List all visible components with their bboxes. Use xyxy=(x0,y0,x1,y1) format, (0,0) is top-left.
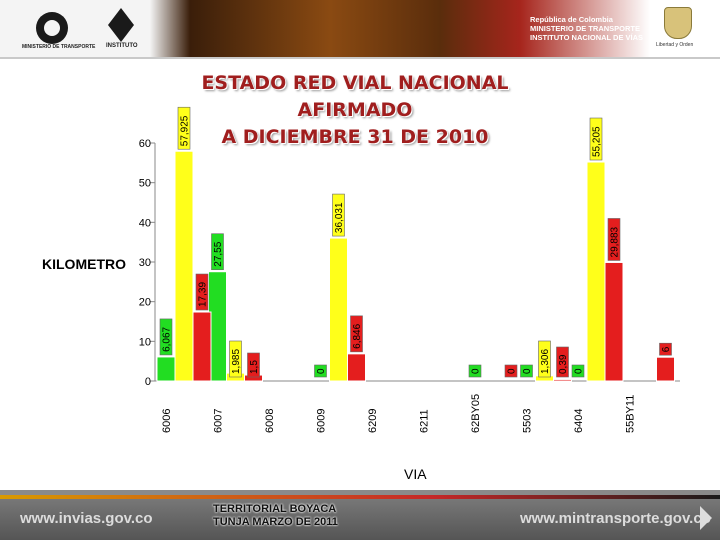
data-label-box-green xyxy=(468,364,482,378)
bar-red-55BY11 xyxy=(656,356,675,382)
x-axis-label: VIA xyxy=(404,466,427,482)
invias-link[interactable]: www.invias.gov.co xyxy=(20,510,153,527)
x-tick-label: 55BY11 xyxy=(625,395,637,433)
footer-caption: TERRITORIAL BOYACA TUNJA MARZO DE 2011 xyxy=(213,503,338,528)
next-slide-icon[interactable] xyxy=(700,506,712,530)
bar-yellow-6404 xyxy=(586,161,606,382)
x-tick-label: 6008 xyxy=(264,409,276,433)
data-label-box-red xyxy=(659,342,672,356)
ministry-logo-label: MINISTERIO DE TRANSPORTE xyxy=(22,44,96,50)
data-label-yellow: 1,306 xyxy=(540,349,551,374)
y-tick-label: 20 xyxy=(139,297,151,309)
data-label-box-red xyxy=(195,273,209,311)
x-tick-label: 5503 xyxy=(522,409,534,433)
y-tick-label: 60 xyxy=(139,138,151,150)
y-tick-label: 50 xyxy=(139,178,151,190)
data-label-yellow: 57,925 xyxy=(180,115,191,146)
data-label-red: 1,5 xyxy=(249,360,260,374)
data-label-box-yellow xyxy=(229,340,242,378)
x-tick-label: 6009 xyxy=(316,409,328,433)
bar-yellow-6006 xyxy=(174,150,194,382)
x-tick-label: 6404 xyxy=(573,409,585,433)
data-label-yellow: 36,031 xyxy=(334,202,345,233)
bar-green-6006 xyxy=(156,356,176,382)
data-label-box-green xyxy=(520,364,533,378)
data-label-red: 0 xyxy=(507,368,518,374)
data-label-green: 0 xyxy=(522,368,533,374)
y-axis-label: KILOMETRO xyxy=(42,256,126,272)
bar-red-6009 xyxy=(347,353,366,382)
data-label-red: 6 xyxy=(661,346,672,352)
data-label-box-red xyxy=(504,364,518,378)
y-tick-label: 30 xyxy=(139,257,151,269)
bar-yellow-6009 xyxy=(329,237,348,382)
footer-stripe xyxy=(0,495,720,499)
data-label-box-yellow xyxy=(589,117,603,161)
data-label-red: 0,39 xyxy=(558,354,569,374)
x-tick-label: 62BY05 xyxy=(470,394,482,433)
gov-line-1: República de Colombia xyxy=(530,15,613,24)
gov-line-3: INSTITUTO NACIONAL DE VÍAS xyxy=(530,33,644,42)
mintransporte-link[interactable]: www.mintransporte.gov.co xyxy=(520,510,711,527)
data-label-red: 6,846 xyxy=(352,323,363,348)
institute-logo-label: INSTITUTO xyxy=(106,43,138,49)
data-label-box-yellow xyxy=(332,193,345,237)
data-label-yellow: 1,985 xyxy=(231,349,242,374)
data-label-box-red xyxy=(247,352,260,378)
data-label-red: 29,883 xyxy=(610,226,621,257)
data-label-box-green xyxy=(159,318,173,356)
data-label-green: 6,067 xyxy=(162,326,173,351)
data-label-green: 27,55 xyxy=(213,241,224,266)
x-tick-label: 6007 xyxy=(213,409,225,433)
data-label-green: 0 xyxy=(316,368,327,374)
y-tick-label: 40 xyxy=(139,217,151,229)
coat-of-arms-icon xyxy=(664,7,692,39)
x-tick-label: 6209 xyxy=(367,409,379,433)
data-label-box-green xyxy=(314,364,327,378)
data-label-red: 17,39 xyxy=(198,282,209,307)
x-tick-label: 6211 xyxy=(419,409,431,433)
y-tick-label: 0 xyxy=(145,376,151,388)
data-label-box-green xyxy=(211,233,224,271)
data-label-box-yellow xyxy=(538,340,551,378)
ministry-logo-inner xyxy=(44,20,60,36)
data-label-box-green xyxy=(571,364,585,378)
data-label-box-red xyxy=(556,346,569,378)
data-label-box-red xyxy=(607,218,621,261)
government-label: República de Colombia MINISTERIO DE TRAN… xyxy=(530,15,650,42)
gov-line-2: MINISTERIO DE TRANSPORTE xyxy=(530,24,641,33)
y-tick-label: 10 xyxy=(139,336,151,348)
data-label-green: 0 xyxy=(574,368,585,374)
data-label-yellow: 55,205 xyxy=(592,126,603,157)
chart-title: ESTADO RED VIAL NACIONAL AFIRMADO A DICI… xyxy=(201,72,509,148)
x-tick-label: 6006 xyxy=(161,409,173,433)
bar-red-5503 xyxy=(553,378,572,382)
motto-label: Libertad y Orden xyxy=(656,42,694,48)
data-label-box-red xyxy=(350,315,363,353)
bar-red-6006 xyxy=(192,311,212,382)
data-label-box-yellow xyxy=(177,106,191,150)
bar-red-6404 xyxy=(604,261,624,382)
header-divider xyxy=(0,57,720,59)
data-label-green: 0 xyxy=(471,368,482,374)
